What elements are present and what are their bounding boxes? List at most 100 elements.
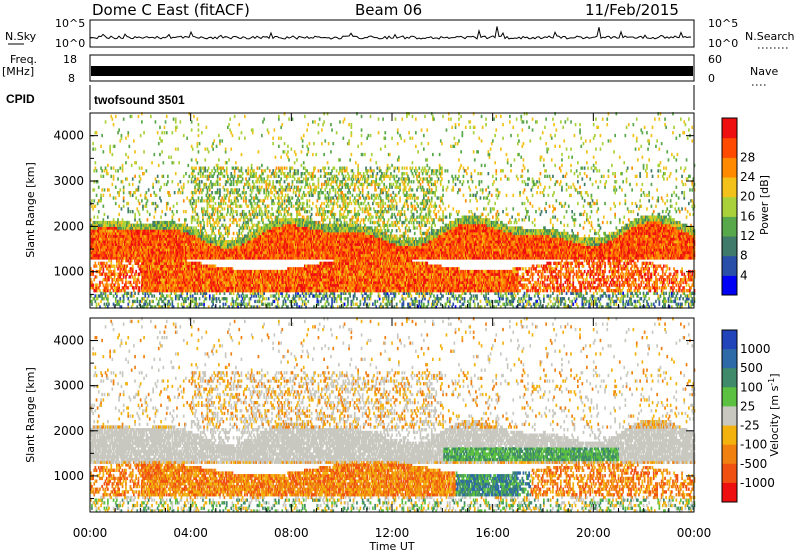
power-cell [122,220,125,225]
power-cell [162,294,165,298]
power-cell [92,245,94,249]
power-cell [121,259,124,263]
power-cell [182,256,185,260]
power-cell [163,182,166,187]
power-cell [216,245,219,249]
power-cell [188,250,191,255]
power-cell [109,220,111,225]
power-cell [189,264,192,268]
power-cell [171,131,174,135]
power-cell [97,256,100,260]
power-cell [172,204,175,208]
power-cell [194,291,196,295]
power-cell [204,264,207,268]
power-cell [154,272,157,276]
power-cell [117,302,119,306]
power-cell [127,291,130,295]
power-cell [206,204,209,208]
power-cell [236,278,238,282]
power-cell [173,264,176,268]
power-cell [187,289,190,293]
power-cell [119,275,122,279]
power-cell [99,256,101,260]
power-cell [118,299,120,304]
power-cell [125,234,127,238]
power-cell [230,210,233,214]
power-cell [107,299,109,304]
power-cell [210,269,212,274]
power-cell [161,264,163,268]
power-cell [176,294,178,298]
power-cell [186,223,188,227]
power-cell [172,267,175,271]
power-cell [164,264,167,268]
power-cell [120,133,123,138]
power-cell [90,226,92,230]
power-cell [139,248,142,252]
power-cell [108,226,110,230]
power-cell [173,269,176,274]
power-cell [154,231,157,236]
power-cell [93,278,96,282]
power-cell [146,291,149,295]
power-cell [216,283,219,287]
power-cell [215,253,218,257]
power-cell [184,272,186,276]
power-cell [97,223,100,227]
power-cell [93,180,96,184]
power-cell [147,188,150,192]
power-cell [211,215,213,219]
power-cell [157,264,160,268]
power-cell [112,123,115,127]
power-cell [223,242,226,246]
power-cell [139,240,142,244]
power-cell [185,261,187,265]
power-cell [97,220,100,225]
power-cell [135,161,137,165]
power-cell [104,289,107,293]
power-cell [222,275,225,279]
power-cell [208,278,211,282]
power-cell [143,131,145,135]
power-cell [171,269,174,274]
power-cell [214,242,217,246]
power-cell [216,207,219,211]
power-cell [146,223,149,227]
power-cell [180,289,183,293]
power-cell [179,259,182,263]
power-cell [113,289,116,293]
power-cell [124,250,126,255]
power-cell [174,291,177,295]
power-cell [96,229,99,233]
power-cell [213,267,216,271]
power-cell [91,240,93,244]
power-cell [194,191,196,195]
power-cell [136,234,139,238]
power-cell [161,283,163,287]
power-cell [100,166,102,170]
power-cell [100,193,102,197]
power-cell [133,294,135,298]
power-cell [208,240,211,244]
power-cell [104,242,107,246]
power-cell [170,248,173,252]
power-cell [124,286,126,290]
power-cell [160,223,162,227]
power-cell [203,248,205,252]
power-cell [128,250,131,255]
power-cell [90,218,92,222]
power-cell [107,286,109,290]
power-cell [216,248,219,252]
power-cell [125,283,127,287]
power-cell [229,291,231,295]
power-cell [196,117,199,121]
power-cell [121,269,124,274]
power-cell [222,286,225,290]
power-cell [207,267,210,271]
power-cell [208,174,211,178]
power-cell [177,286,179,290]
power-cell [177,259,179,263]
power-cell [207,177,210,181]
power-cell [134,191,136,195]
power-cell [137,278,140,282]
